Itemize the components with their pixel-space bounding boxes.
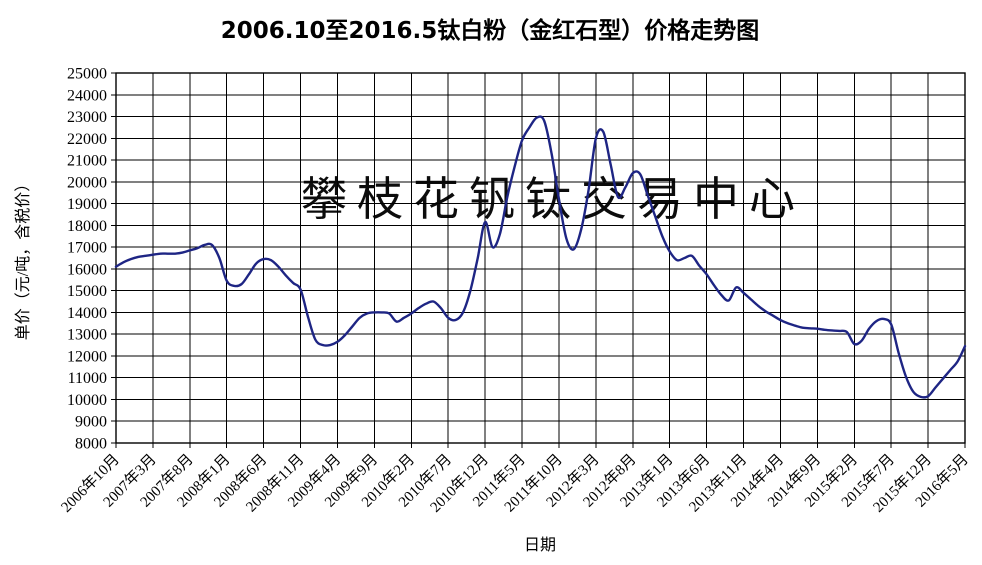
plot-border: [115, 72, 966, 444]
x-axis-title: 日期: [524, 536, 556, 554]
y-tick-label: 17000: [67, 240, 107, 257]
y-tick-label: 8000: [75, 436, 107, 453]
y-tick-label: 19000: [67, 196, 107, 213]
y-tick-label: 16000: [67, 261, 107, 278]
y-tick-label: 14000: [67, 305, 107, 322]
y-tick-label: 20000: [67, 174, 107, 191]
y-tick-label: 13000: [67, 327, 107, 344]
y-tick-label: 22000: [67, 131, 107, 148]
y-tick-label: 24000: [67, 87, 107, 104]
chart-title: 2006.10至2016.5钛白粉（金红石型）价格走势图: [221, 17, 760, 44]
y-tick-label: 23000: [67, 109, 107, 126]
y-tick-label: 12000: [67, 348, 107, 365]
y-tick-label: 21000: [67, 153, 107, 170]
y-tick-label: 18000: [67, 218, 107, 235]
price-line: [114, 115, 967, 399]
y-tick-label: 9000: [75, 414, 107, 431]
y-axis-title: 单价（元/吨，含税价）: [14, 176, 32, 340]
y-tick-label: 11000: [68, 370, 107, 387]
y-tick-label: 10000: [67, 392, 107, 409]
y-tick-label: 15000: [67, 283, 107, 300]
y-tick-label: 25000: [67, 66, 107, 83]
watermark: 攀枝花钒钛交易中心: [301, 172, 805, 226]
